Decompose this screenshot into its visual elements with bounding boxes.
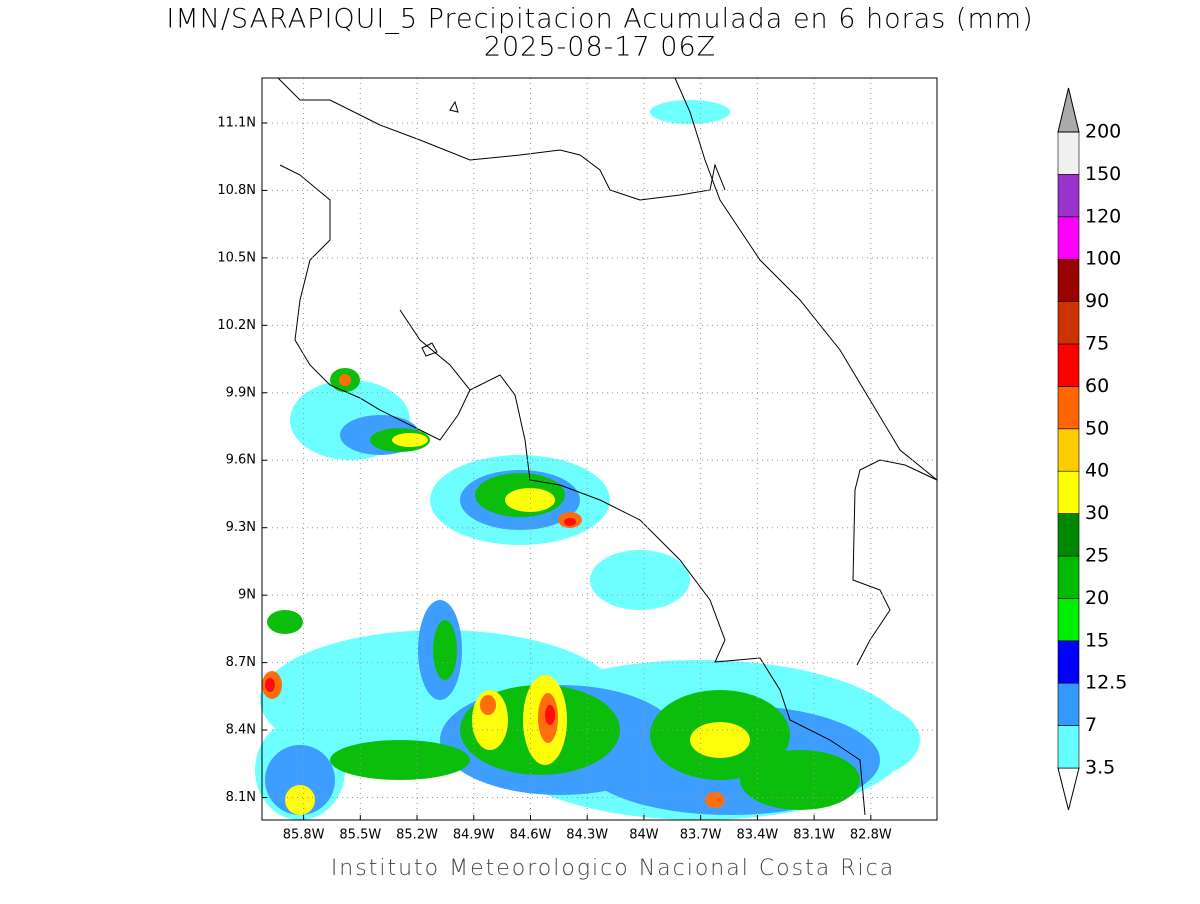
colorbar-segment [1057, 428, 1080, 472]
colorbar-label: 25 [1085, 545, 1109, 567]
x-tick-label: 84.9W [453, 828, 495, 843]
colorbar-segment [1057, 598, 1080, 642]
y-tick-label: 8.7N [226, 655, 256, 670]
colorbar-segment [1057, 174, 1080, 218]
x-tick-label: 83.1W [793, 828, 835, 843]
y-tick-label: 11.1N [217, 115, 256, 130]
x-tick-label: 85.5W [339, 828, 381, 843]
colorbar-label: 75 [1085, 333, 1109, 355]
y-tick-label: 8.4N [226, 723, 256, 738]
colorbar-segment [1057, 725, 1080, 769]
x-tick-label: 82.8W [850, 828, 892, 843]
colorbar-segment [1057, 386, 1080, 430]
y-tick-label: 10.8N [217, 183, 256, 198]
coastline [277, 77, 938, 816]
colorbar-under [1057, 767, 1080, 811]
colorbar-segment [1057, 682, 1080, 726]
y-tick-label: 9.9N [226, 385, 256, 400]
colorbar-segment [1057, 131, 1080, 175]
colorbar-label: 15 [1085, 629, 1109, 651]
colorbar-segment [1057, 216, 1080, 260]
colorbar-label: 12.5 [1085, 672, 1127, 694]
x-tick-label: 84.6W [510, 828, 552, 843]
colorbar-over [1057, 87, 1080, 133]
map [255, 77, 938, 821]
colorbar-segment [1057, 470, 1080, 514]
colorbar-label: 60 [1085, 375, 1109, 397]
y-tick-label: 9.3N [226, 520, 256, 535]
x-tick-label: 84.3W [566, 828, 608, 843]
grid [262, 78, 937, 820]
x-tick-label: 84W [629, 828, 659, 843]
y-tick-label: 10.2N [217, 318, 256, 333]
colorbar-label: 7 [1085, 714, 1097, 736]
colorbar-label: 40 [1085, 460, 1109, 482]
x-tick-label: 83.4W [736, 828, 778, 843]
colorbar-label: 50 [1085, 417, 1109, 439]
colorbar-label: 100 [1085, 248, 1121, 270]
colorbar-segment [1057, 513, 1080, 557]
colorbar-segment [1057, 301, 1080, 345]
colorbar-label: 3.5 [1085, 757, 1115, 779]
y-tick-label: 8.1N [226, 790, 256, 805]
map-frame [261, 77, 938, 821]
colorbar-label: 20 [1085, 587, 1109, 609]
x-tick-label: 85.8W [283, 828, 325, 843]
colorbar-label: 120 [1085, 205, 1121, 227]
x-tick-label: 85.2W [396, 828, 438, 843]
x-tick-label: 83.7W [680, 828, 722, 843]
colorbar-segment [1057, 640, 1080, 684]
colorbar-label: 90 [1085, 290, 1109, 312]
colorbar-segment [1057, 555, 1080, 599]
y-tick-label: 9N [238, 588, 256, 603]
colorbar-segment [1057, 343, 1080, 387]
colorbar-label: 30 [1085, 502, 1109, 524]
colorbar-label: 150 [1085, 163, 1121, 185]
y-tick-label: 10.5N [217, 250, 256, 265]
colorbar-segment [1057, 258, 1080, 302]
subtitle: 2025-08-17 06Z [484, 32, 716, 63]
y-tick-label: 9.6N [226, 453, 256, 468]
footer: Instituto Meteorologico Nacional Costa R… [331, 856, 895, 881]
title: IMN/SARAPIQUI_5 Precipitacion Acumulada … [166, 4, 1033, 35]
colorbar: 3.5 7 12.5 15 20 25 30 40 50 60 75 90 100 120 150 200 [1057, 87, 1127, 811]
colorbar-label: 200 [1085, 121, 1121, 143]
